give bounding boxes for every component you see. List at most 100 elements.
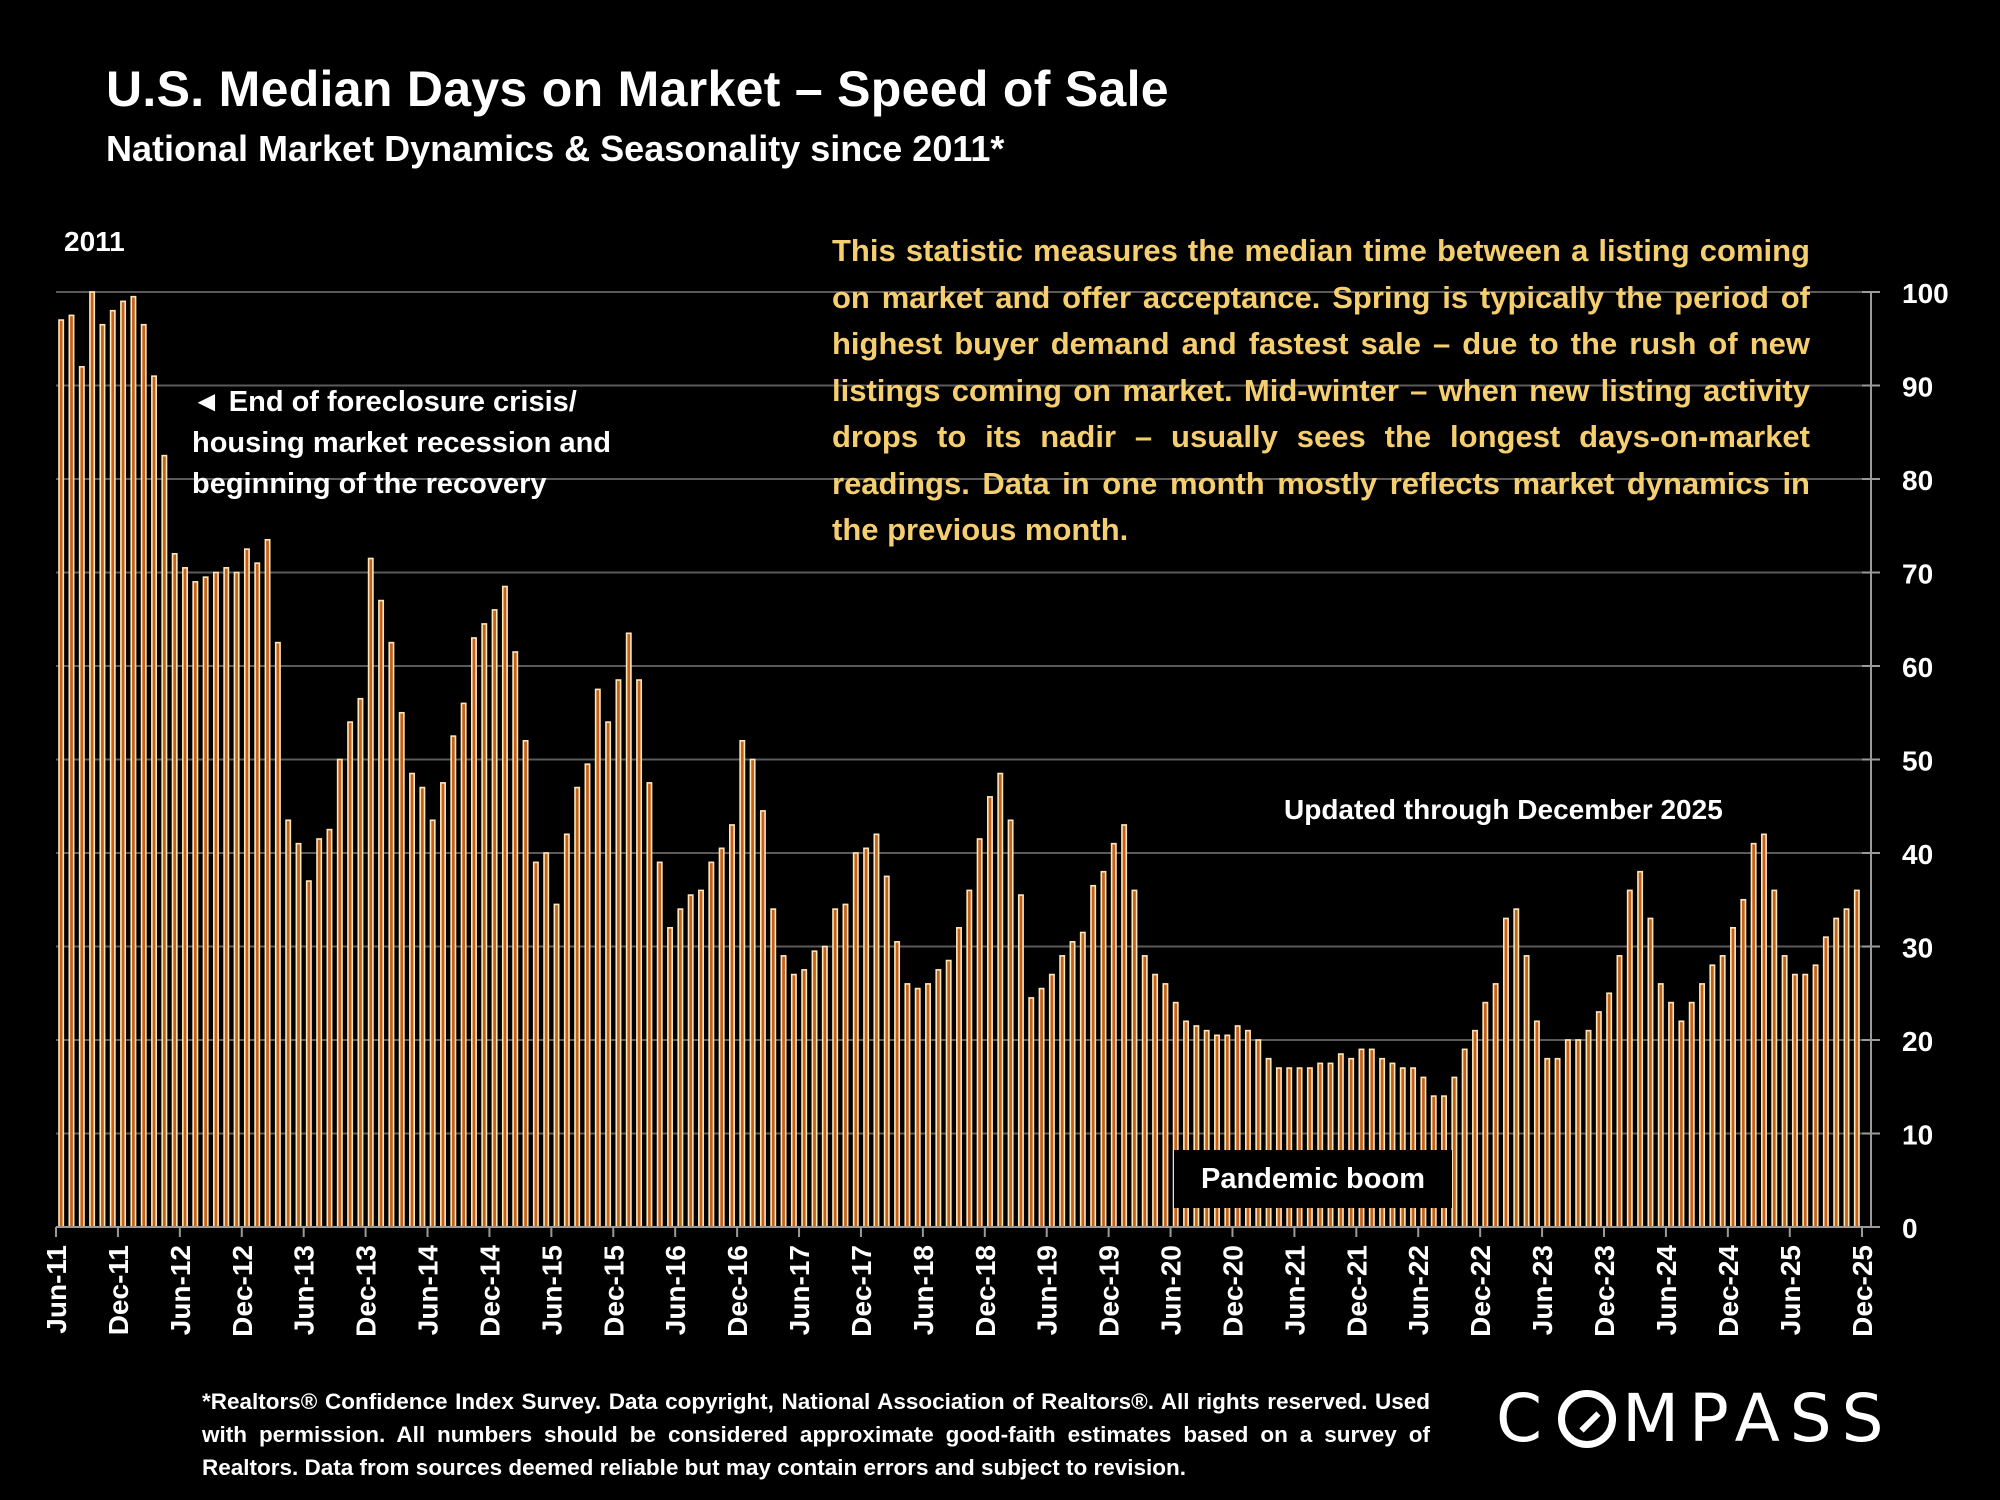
logo-letter: C [1496,1380,1553,1457]
bar [1833,917,1840,1228]
bar [378,599,385,1228]
bar [1048,973,1055,1228]
bar [140,323,147,1228]
pandemic-boom-text: Pandemic boom [1201,1162,1425,1195]
bar [440,782,446,1228]
bar [1637,870,1644,1228]
bar [925,983,932,1228]
compass-logo: C MPASS [1496,1380,1894,1457]
y-tick-label: 30 [1902,933,1933,964]
page-title: U.S. Median Days on Market – Speed of Sa… [106,61,1169,117]
x-tick-label: Jun-19 [1032,1245,1063,1335]
x-tick-label: Dec-12 [227,1245,258,1337]
x-tick-label: Jun-22 [1403,1245,1434,1335]
bar [728,824,735,1228]
bar [1781,955,1788,1228]
x-tick-label: Jun-18 [908,1245,939,1335]
bar [1657,983,1664,1228]
bar [1699,983,1706,1228]
bar [698,889,704,1228]
bar [1771,889,1778,1228]
bar [904,983,911,1228]
x-tick-label: Jun-23 [1527,1245,1558,1335]
bar [914,987,921,1228]
bar [254,562,261,1228]
bar [78,365,85,1228]
footer-source-note: *Realtors® Confidence Index Survey. Data… [202,1389,1430,1480]
bar [388,641,395,1228]
logo-compass-o-icon [1558,1389,1617,1448]
bar [1090,884,1097,1228]
bar [1802,973,1809,1228]
x-tick-label: Jun-15 [536,1245,567,1335]
bar [1812,964,1819,1228]
bar [264,538,271,1228]
x-tick-label: Jun-17 [784,1245,815,1335]
bar [770,908,777,1228]
bar [192,581,199,1228]
bar [398,711,405,1228]
bar [522,739,529,1228]
y-tick-label: 50 [1902,746,1933,777]
x-tick-label: Dec-23 [1589,1245,1620,1337]
bar [1853,889,1860,1228]
bar [419,786,426,1228]
bar [1606,992,1613,1228]
bar [1451,1076,1458,1228]
bar [1523,955,1530,1228]
bar [1028,997,1035,1228]
y-axis-ticks: 0 10 20 30 40 50 60 70 80 90 100 [1862,278,1949,1244]
x-tick-label: Jun-13 [289,1245,320,1335]
bar [687,894,694,1228]
bar [243,548,250,1228]
bar [1121,824,1128,1228]
bar [1595,1011,1602,1228]
bar [120,300,127,1228]
bar [1740,898,1747,1228]
bar [316,838,323,1228]
bar [202,576,209,1228]
bar [883,875,890,1228]
bar [460,702,467,1228]
bar [956,926,962,1228]
bar [790,973,797,1228]
bar [997,772,1004,1228]
x-tick-label: Dec-19 [1094,1245,1125,1337]
page-subtitle: National Market Dynamics & Seasonality s… [106,128,1005,169]
y-tick-label: 10 [1902,1120,1933,1151]
bar [1791,973,1798,1228]
bar [58,319,65,1228]
x-tick-label: Jun-16 [660,1245,691,1335]
bar [512,651,519,1228]
bar [594,688,601,1228]
bar [1482,1001,1489,1228]
recovery-annotation-line: ◄ End of foreclosure crisis/ [192,386,577,418]
bar [1709,964,1716,1228]
y-tick-label: 70 [1902,559,1933,590]
bar [68,314,75,1228]
bar [1678,1020,1685,1228]
bar [852,852,859,1228]
bar [409,772,416,1228]
pandemic-boom-label: Pandemic boom [1174,1150,1452,1208]
bar [1017,894,1024,1228]
x-tick-label: Jun-25 [1775,1245,1806,1335]
y-tick-label: 80 [1902,465,1933,496]
bar [212,571,219,1228]
bar [357,697,364,1228]
x-tick-label: Jun-11 [41,1245,72,1334]
x-tick-label: Dec-20 [1217,1245,1248,1337]
bar [532,861,539,1228]
bar [491,609,498,1228]
bar [646,782,653,1228]
bar [780,955,787,1228]
bar [1100,870,1107,1228]
y-tick-label: 40 [1902,839,1933,870]
bar [1564,1039,1571,1228]
x-tick-label: Jun-12 [165,1245,196,1335]
logo-letters: MPASS [1622,1380,1894,1457]
bar [636,679,643,1228]
x-tick-label: Dec-14 [474,1245,505,1337]
bar [481,623,488,1228]
